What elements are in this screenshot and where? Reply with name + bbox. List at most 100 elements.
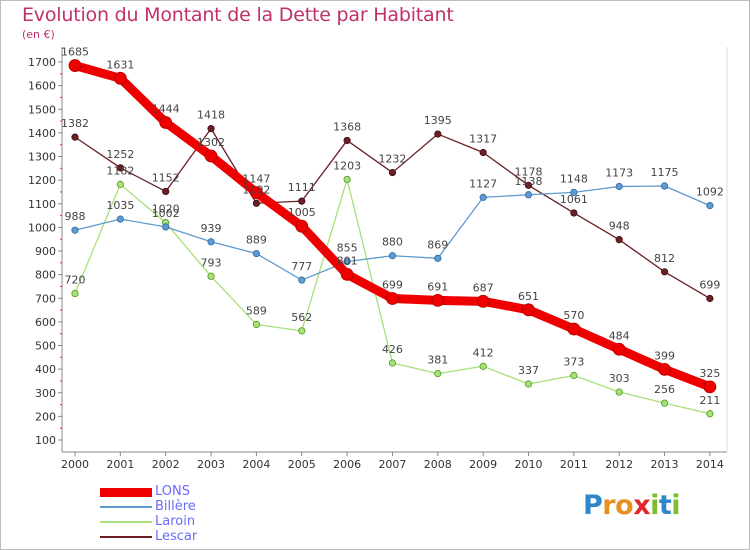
- data-label: 381: [427, 354, 448, 367]
- data-label: 211: [699, 394, 720, 407]
- logo-letter: t: [658, 490, 672, 521]
- logo-letter: i: [650, 490, 659, 521]
- data-point: [615, 236, 623, 244]
- legend-swatch: [100, 487, 152, 497]
- data-point: [298, 197, 306, 205]
- data-point: [706, 294, 714, 303]
- x-tick-label: 2008: [424, 458, 452, 471]
- data-label: 869: [427, 238, 448, 251]
- data-point: [434, 130, 442, 138]
- data-point: [386, 292, 399, 305]
- data-point: [524, 380, 533, 388]
- data-label: 880: [382, 236, 403, 249]
- data-point: [660, 268, 669, 276]
- data-label: 1182: [106, 164, 134, 177]
- x-tick-label: 2007: [378, 458, 406, 471]
- data-label: 589: [246, 304, 267, 317]
- data-point: [249, 186, 263, 200]
- logo-letter: r: [602, 490, 616, 521]
- logo-letter: x: [633, 490, 651, 521]
- data-label: 651: [518, 290, 539, 303]
- data-label: 948: [609, 220, 630, 233]
- data-label: 1395: [424, 114, 452, 127]
- x-tick-label: 2009: [469, 458, 497, 471]
- data-label: 303: [609, 372, 630, 385]
- data-point: [570, 209, 578, 217]
- data-point: [479, 148, 487, 157]
- data-label: 325: [699, 367, 720, 380]
- y-tick-label: 300: [35, 387, 56, 400]
- data-label: 988: [65, 210, 86, 223]
- data-point: [706, 410, 714, 418]
- x-tick-label: 2005: [288, 458, 316, 471]
- data-label: 1005: [288, 206, 316, 219]
- x-tick-label: 2001: [106, 458, 134, 471]
- data-point: [207, 238, 215, 246]
- data-label: 1102: [242, 183, 270, 196]
- data-point: [476, 294, 490, 308]
- y-tick-label: 400: [35, 363, 56, 376]
- data-point: [660, 399, 669, 407]
- data-label: 1232: [378, 153, 406, 166]
- unit-label: (en €): [22, 28, 55, 41]
- data-point: [71, 289, 79, 298]
- data-point: [343, 136, 351, 145]
- data-point: [388, 168, 397, 177]
- data-point: [343, 175, 351, 184]
- y-tick-label: 1200: [28, 174, 56, 187]
- data-point: [298, 327, 306, 335]
- series-line: [74, 185, 711, 281]
- data-label: 939: [201, 222, 222, 235]
- data-label: 1203: [333, 159, 361, 172]
- data-label: 1035: [106, 199, 134, 212]
- data-label: 570: [563, 309, 584, 322]
- data-label: 1127: [469, 177, 497, 190]
- legend-swatch: [100, 521, 152, 523]
- data-label: 699: [382, 278, 403, 291]
- data-label: 337: [518, 364, 539, 377]
- data-label: 812: [654, 252, 675, 265]
- y-tick-label: 1700: [28, 56, 56, 69]
- data-point: [252, 199, 260, 207]
- data-point: [116, 164, 124, 172]
- legend-label: Laroin: [155, 514, 196, 529]
- data-point: [706, 202, 714, 210]
- data-label: 687: [473, 281, 494, 294]
- data-point: [524, 181, 533, 189]
- data-label: 484: [609, 329, 630, 342]
- series-lescar: [71, 125, 714, 303]
- series-lons: [68, 59, 717, 394]
- data-point: [570, 188, 578, 197]
- data-label: 1418: [197, 109, 225, 122]
- legend-swatch: [100, 536, 152, 538]
- data-point: [252, 320, 260, 329]
- data-point: [658, 362, 671, 376]
- data-point: [388, 252, 397, 260]
- y-tick-label: 800: [35, 269, 56, 282]
- data-label: 889: [246, 234, 267, 247]
- data-label: 720: [65, 274, 86, 287]
- data-label: 1317: [469, 132, 497, 145]
- data-point: [343, 258, 351, 266]
- data-point: [340, 267, 354, 281]
- data-label: 793: [201, 256, 222, 269]
- data-label: 1173: [605, 167, 633, 180]
- x-tick-label: 2010: [515, 458, 543, 471]
- x-tick-label: 2003: [197, 458, 225, 471]
- data-point: [388, 359, 397, 367]
- data-label: 1002: [152, 207, 180, 220]
- data-point: [298, 276, 306, 284]
- data-point: [615, 388, 623, 396]
- data-point: [295, 219, 309, 233]
- logo-letter: o: [615, 490, 634, 521]
- y-tick-label: 500: [35, 340, 56, 353]
- x-tick-label: 2002: [152, 458, 180, 471]
- data-point: [68, 59, 82, 72]
- data-label: 777: [291, 260, 312, 273]
- legend-label: LONS: [155, 484, 190, 499]
- data-point: [434, 254, 442, 262]
- data-label: 1138: [515, 175, 543, 188]
- x-tick-label: 2014: [696, 458, 724, 471]
- data-label: 855: [337, 242, 358, 255]
- x-tick-label: 2000: [61, 458, 89, 471]
